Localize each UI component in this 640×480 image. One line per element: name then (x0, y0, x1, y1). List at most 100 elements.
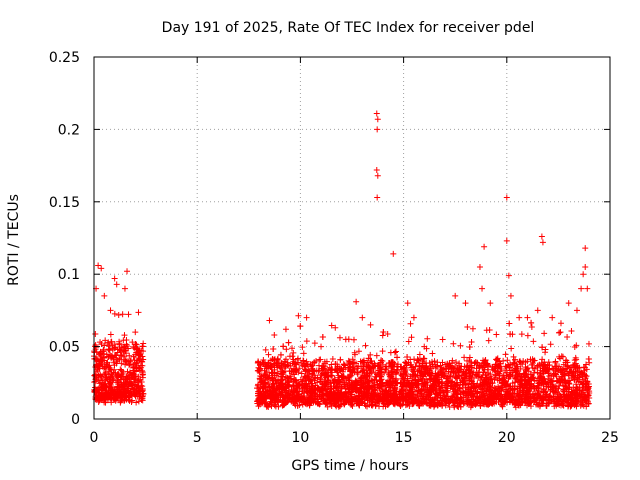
data-point (507, 292, 514, 299)
data-point (125, 311, 132, 318)
data-point (101, 399, 108, 406)
data-point (332, 361, 339, 368)
data-point (502, 389, 509, 396)
data-point (531, 385, 538, 392)
data-point (304, 400, 311, 407)
data-point (136, 357, 143, 364)
data-point (411, 376, 418, 383)
data-point (285, 383, 292, 390)
data-point (125, 372, 132, 379)
data-point (385, 369, 392, 376)
data-point (549, 382, 556, 389)
data-point (564, 334, 571, 341)
data-point (545, 384, 552, 391)
data-point (382, 387, 389, 394)
data-point (290, 349, 297, 356)
data-point (369, 401, 376, 408)
data-point (366, 373, 373, 380)
data-point (98, 383, 105, 390)
data-point (274, 355, 281, 362)
data-point (511, 360, 518, 367)
data-point (334, 382, 341, 389)
data-point (102, 370, 109, 377)
data-point (534, 395, 541, 402)
data-point (284, 398, 291, 405)
data-point (573, 307, 580, 314)
data-point (118, 345, 125, 352)
data-point (428, 358, 435, 365)
data-point (432, 394, 439, 401)
data-point (289, 368, 296, 375)
data-point (278, 377, 285, 384)
data-point (118, 352, 125, 359)
data-point (115, 383, 122, 390)
data-point (461, 354, 468, 361)
data-point (289, 345, 296, 352)
data-point (260, 388, 267, 395)
data-point (91, 389, 98, 396)
data-point (557, 329, 564, 336)
data-point (534, 307, 541, 314)
data-point (480, 390, 487, 397)
data-point (331, 390, 338, 397)
data-point (346, 397, 353, 404)
data-point (579, 381, 586, 388)
data-point (113, 352, 120, 359)
data-point (574, 375, 581, 382)
data-point (350, 336, 357, 343)
data-point (271, 360, 278, 367)
data-point (546, 366, 553, 373)
data-point (580, 271, 587, 278)
data-point (495, 398, 502, 405)
data-point (562, 378, 569, 385)
data-point (538, 359, 545, 366)
data-point (529, 365, 536, 372)
data-point (557, 320, 564, 327)
data-point (536, 400, 543, 407)
data-point (404, 354, 411, 361)
data-point (345, 377, 352, 384)
data-point (528, 319, 535, 326)
y-tick-label: 0.05 (49, 340, 80, 356)
data-point (412, 396, 419, 403)
data-point (112, 344, 119, 351)
data-point (582, 393, 589, 400)
data-point (329, 372, 336, 379)
data-point (418, 399, 425, 406)
data-point (511, 400, 518, 407)
data-point (401, 376, 408, 383)
data-point (277, 351, 284, 358)
data-point (361, 359, 368, 366)
data-point (303, 338, 310, 345)
data-point (481, 359, 488, 366)
data-point (454, 403, 461, 410)
data-point (429, 350, 436, 357)
data-point (378, 357, 385, 364)
data-point (571, 363, 578, 370)
data-point (121, 285, 128, 292)
data-point (328, 383, 335, 390)
data-point (424, 400, 431, 407)
data-point (270, 346, 277, 353)
data-point (555, 385, 562, 392)
data-point (568, 368, 575, 375)
data-point (506, 373, 513, 380)
data-point (433, 387, 440, 394)
x-tick-label: 5 (193, 430, 202, 446)
data-point (480, 369, 487, 376)
data-point (256, 399, 263, 406)
data-point (570, 384, 577, 391)
data-point (560, 361, 567, 368)
data-point (372, 402, 379, 409)
data-point (566, 394, 573, 401)
data-point (499, 379, 506, 386)
data-point (417, 376, 424, 383)
data-point (583, 361, 590, 368)
data-point (309, 367, 316, 374)
data-point (299, 344, 306, 351)
chart-title: Day 191 of 2025, Rate Of TEC Index for r… (162, 20, 535, 36)
data-point (362, 342, 369, 349)
data-point (92, 395, 99, 402)
data-point (518, 331, 525, 338)
